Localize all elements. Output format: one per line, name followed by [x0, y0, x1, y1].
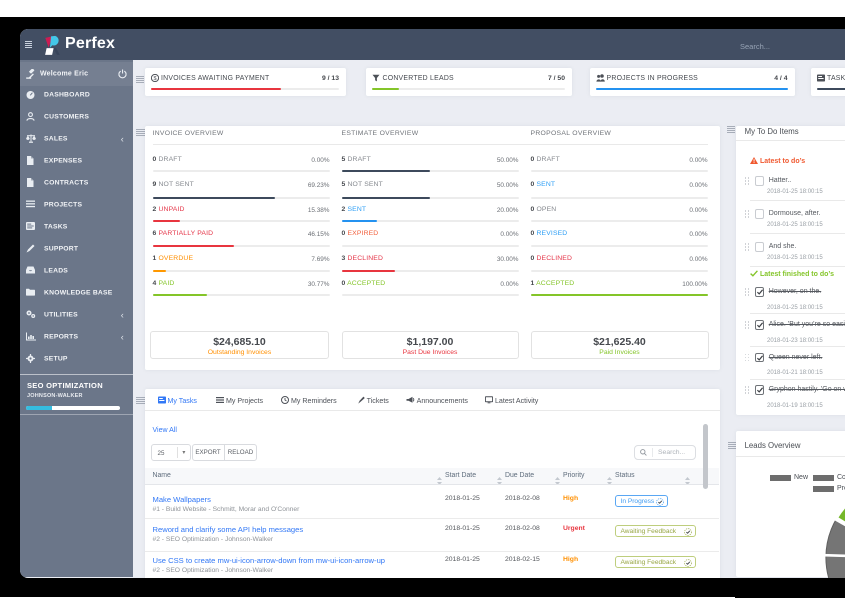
- svg-text:$: $: [153, 76, 156, 82]
